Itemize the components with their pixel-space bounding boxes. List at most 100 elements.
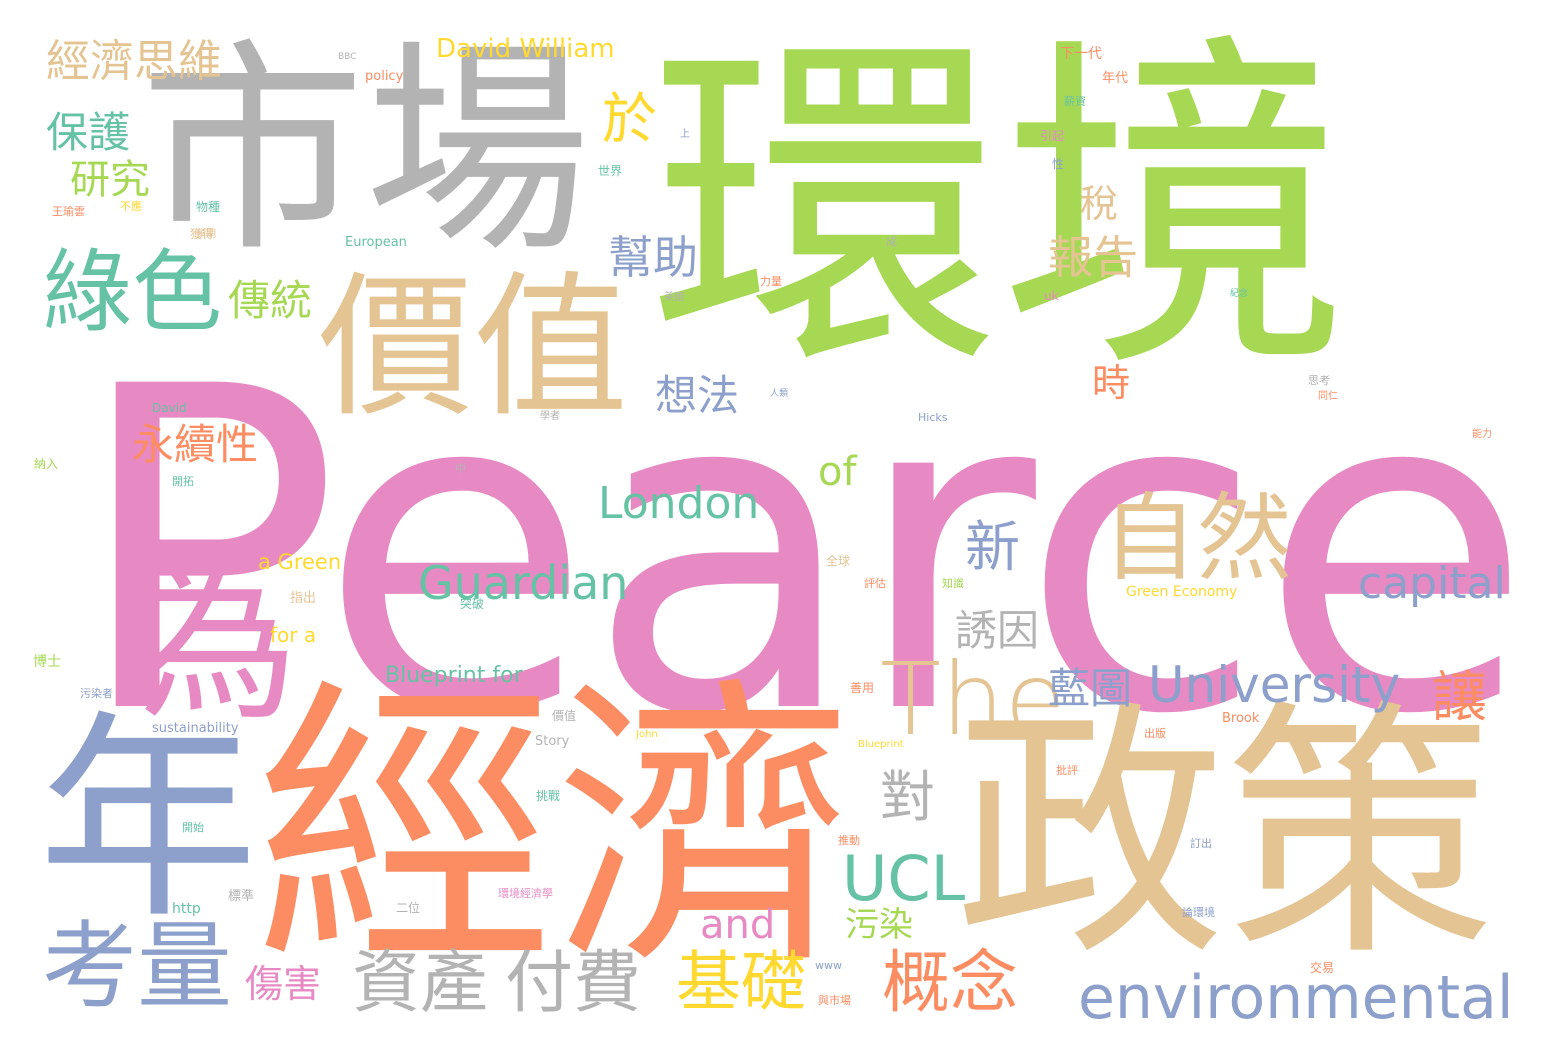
word-tuidong: 推動: [838, 834, 860, 847]
word-baohu: 保護: [46, 108, 131, 157]
word-huanjingjingji: 環境經濟學: [498, 887, 553, 900]
word-baogao: 報告: [1048, 231, 1139, 284]
word-jingjisiwei: 經濟思維: [46, 36, 222, 87]
word-yinqi: 引起: [1040, 129, 1065, 143]
word-nian: 年: [38, 692, 259, 948]
word-tongren: 同仁: [1318, 391, 1338, 402]
word-zhichu: 指出: [290, 591, 317, 606]
word-shichang: 市場: [140, 21, 590, 283]
word-jingji: 經濟: [255, 655, 855, 1004]
word-zhong: 中: [455, 462, 466, 475]
word-green-economy: Green Economy: [1126, 584, 1238, 600]
word-pinggu: 評估: [864, 577, 886, 590]
word-quanqiu: 全球: [826, 554, 851, 568]
word-rang: 讓: [1432, 665, 1488, 729]
word-bushichang: 與市場: [818, 994, 851, 1007]
word-biaozhun: 標準: [228, 889, 255, 904]
word-european: European: [345, 235, 407, 250]
word-lvse: 綠色: [42, 240, 222, 345]
word-jichu: 基礎: [676, 945, 807, 1020]
word-of: of: [818, 449, 857, 495]
word-www: www: [815, 959, 842, 972]
word-capital: capital: [1358, 558, 1506, 609]
word-shangshi: 上: [680, 129, 690, 140]
word-shanghai: 傷害: [245, 962, 322, 1006]
word-tupo: 突破: [460, 597, 485, 611]
word-ucl: UCL: [842, 842, 966, 915]
word-jinian: 紀念: [1230, 289, 1249, 299]
word-kaoliang: 考量: [42, 912, 233, 1022]
word-fufei: 付費: [505, 944, 642, 1023]
word-kaishi: 開始: [182, 821, 204, 834]
word-bosi: 博士: [33, 654, 61, 670]
word-buzai: 不應: [120, 200, 142, 213]
word-bbc: BBC: [338, 52, 357, 62]
word-the: The: [880, 641, 1066, 758]
word-jiazhi: 價值: [318, 257, 628, 438]
word-nengli: 能力: [1472, 429, 1492, 440]
word-bangzhu: 幫助: [608, 231, 699, 284]
word-huode: 獲得: [190, 227, 215, 241]
word-naru: 納入: [34, 457, 59, 471]
word-guardian: Guardian: [418, 556, 629, 610]
word-yanjiu: 研究: [70, 157, 150, 203]
word-for-a: for a: [270, 623, 317, 647]
word-liliang: 力量: [760, 275, 782, 288]
word-zhengce: 政策: [955, 677, 1495, 992]
word-wuzhong: 物種: [196, 200, 221, 214]
word-environmental: environmental: [1078, 963, 1514, 1033]
word-erwei: 二位: [396, 901, 421, 915]
word-story: Story: [535, 734, 570, 749]
word-meiguo: 美國: [664, 292, 684, 303]
word-hicks: Hicks: [918, 411, 948, 424]
word-shui: 稅: [1080, 182, 1119, 226]
word-chuban: 出版: [1144, 727, 1166, 740]
word-shijia: 價值: [552, 709, 577, 723]
word-sustainability: sustainability: [152, 721, 239, 736]
word-dui: 對: [880, 765, 936, 829]
word-xiangfa: 想法: [655, 371, 740, 420]
word-gainian: 概念: [882, 944, 1019, 1023]
word-david: David: [152, 401, 187, 415]
word-xin: 新: [965, 515, 1021, 579]
word-zichan: 資產: [352, 944, 489, 1023]
word-david-william: David William: [436, 34, 615, 64]
word-zhishi: 知識: [942, 577, 964, 590]
word-huanjing: 環境: [650, 6, 1350, 414]
word-dingchu: 訂出: [1190, 837, 1212, 850]
word-and: and: [700, 902, 776, 948]
word-youyin: 誘因: [955, 606, 1040, 655]
word-blueprint-for: Blueprint for: [385, 663, 523, 688]
word-blueprint: Blueprint: [858, 739, 904, 750]
word-yu: 於: [602, 87, 658, 151]
word-http: http: [172, 901, 201, 917]
word-wuran: 污染: [845, 905, 913, 945]
word-a-green: a Green: [258, 550, 342, 574]
word-john: John: [636, 729, 658, 740]
word-xuezhe: 學者: [540, 411, 560, 422]
word-wei: 為: [128, 546, 299, 744]
word-yuqi: 預期: [196, 229, 216, 240]
word-university: University: [1148, 656, 1401, 714]
word-chengshi: 成: [886, 235, 897, 248]
word-kaituo: 開拓: [172, 475, 194, 488]
word-shijie: 世界: [598, 164, 623, 178]
word-wuranzhe: 污染者: [80, 687, 113, 700]
word-niandai: 年代: [1102, 71, 1129, 86]
word-piping: 批評: [1056, 764, 1078, 777]
word-ziran: 自然: [1102, 484, 1293, 594]
word-jiaoyi: 交易: [1310, 961, 1335, 975]
word-lanto: 藍圖: [1048, 664, 1133, 713]
word-brook: Brook: [1222, 711, 1260, 726]
word-xinzi: 薪資: [1064, 95, 1086, 108]
word-shi: 時: [1092, 361, 1131, 405]
word-london: London: [598, 478, 760, 529]
word-tiaozhan: 挑戰: [536, 789, 561, 803]
word-chuantong: 傳統: [228, 276, 313, 325]
word-policy: policy: [365, 69, 404, 84]
word-yongxuxing: 永續性: [132, 420, 259, 469]
word-xiayidai: 下一代: [1060, 46, 1102, 62]
word-xing: 性: [1052, 157, 1065, 171]
